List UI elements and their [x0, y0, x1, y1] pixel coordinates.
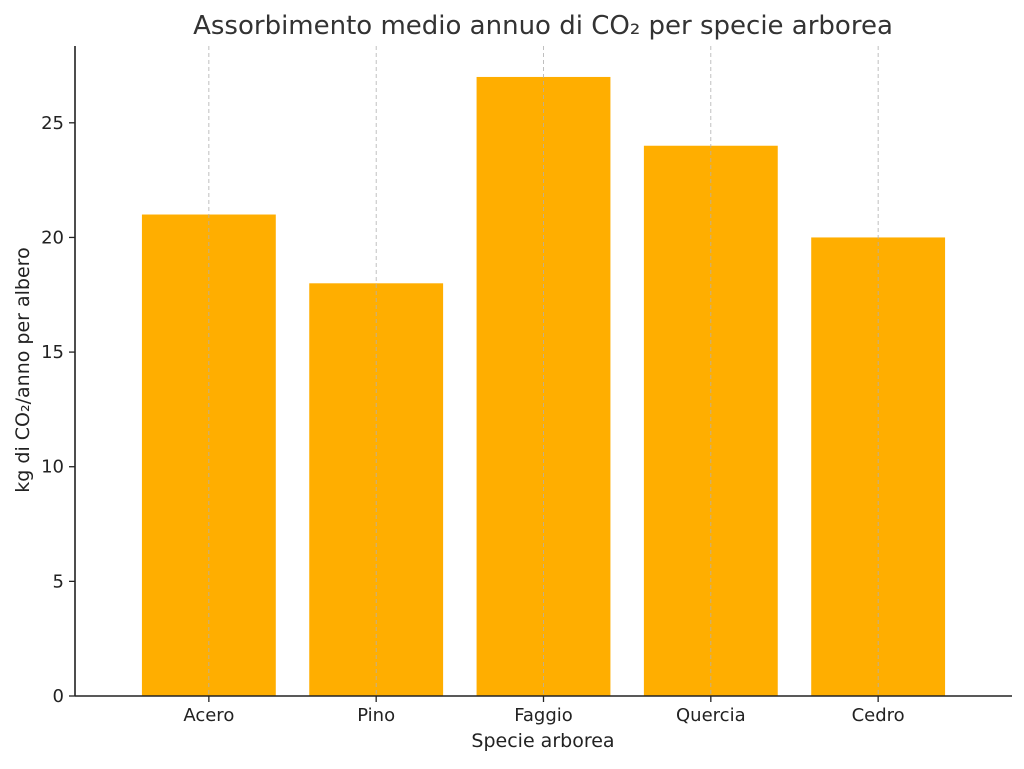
x-axis-label: Specie arborea — [471, 730, 614, 752]
x-tick-label: Cedro — [852, 705, 905, 726]
y-tick-label: 10 — [41, 457, 64, 478]
y-tick-label: 0 — [53, 686, 64, 707]
bars — [141, 76, 946, 696]
x-ticks: Acero Pino Faggio Quercia Cedro — [183, 696, 905, 726]
y-ticks: 0 5 10 15 20 25 — [41, 113, 75, 707]
y-tick-label: 25 — [41, 113, 64, 134]
gridlines — [208, 46, 879, 696]
y-tick-label: 5 — [53, 571, 64, 592]
chart-title: Assorbimento medio annuo di CO₂ per spec… — [193, 11, 893, 41]
y-tick-label: 15 — [41, 342, 64, 363]
bar-faggio — [476, 76, 611, 696]
y-axis-label: kg di CO₂/anno per albero — [12, 247, 34, 492]
x-tick-label: Faggio — [514, 705, 573, 726]
x-tick-label: Pino — [357, 705, 395, 726]
x-tick-label: Acero — [183, 705, 234, 726]
x-tick-label: Quercia — [676, 705, 746, 726]
y-tick-label: 20 — [41, 227, 64, 248]
